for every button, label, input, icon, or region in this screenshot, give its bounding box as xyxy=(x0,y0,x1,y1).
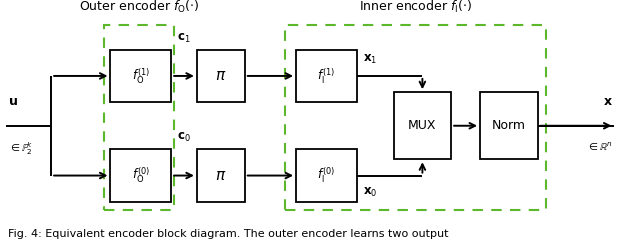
Bar xyxy=(296,50,357,102)
Text: $f_\mathrm{I}^{(1)}$: $f_\mathrm{I}^{(1)}$ xyxy=(317,66,335,86)
Bar xyxy=(296,149,357,202)
Bar xyxy=(285,25,546,210)
Text: $\pi$: $\pi$ xyxy=(215,68,227,83)
Text: $\mathbf{c}_0$: $\mathbf{c}_0$ xyxy=(177,131,191,144)
Bar xyxy=(394,92,451,159)
Text: Norm: Norm xyxy=(492,119,526,132)
Text: $\mathbf{x}$: $\mathbf{x}$ xyxy=(604,95,613,108)
Bar xyxy=(104,25,174,210)
Text: MUX: MUX xyxy=(408,119,436,132)
Bar xyxy=(197,149,245,202)
Text: $f_\mathrm{O}^{(0)}$: $f_\mathrm{O}^{(0)}$ xyxy=(132,166,150,185)
Text: $\mathbf{x}_1$: $\mathbf{x}_1$ xyxy=(364,53,378,66)
Text: $f_\mathrm{O}^{(1)}$: $f_\mathrm{O}^{(1)}$ xyxy=(132,66,150,86)
Text: $\in \mathbb{F}_2^k$: $\in \mathbb{F}_2^k$ xyxy=(8,141,32,157)
Text: $\in \mathbb{R}^n$: $\in \mathbb{R}^n$ xyxy=(586,141,613,153)
Text: $\pi$: $\pi$ xyxy=(215,168,227,183)
Bar xyxy=(110,149,172,202)
Text: $\mathbf{u}$: $\mathbf{u}$ xyxy=(8,95,17,108)
Bar xyxy=(110,50,172,102)
Bar xyxy=(197,50,245,102)
Text: $f_\mathrm{I}^{(0)}$: $f_\mathrm{I}^{(0)}$ xyxy=(317,166,335,185)
Bar xyxy=(480,92,538,159)
Text: Fig. 4: Equivalent encoder block diagram. The outer encoder learns two output: Fig. 4: Equivalent encoder block diagram… xyxy=(8,229,448,239)
Text: $\mathbf{x}_0$: $\mathbf{x}_0$ xyxy=(364,186,378,199)
Text: Inner encoder $f_\mathrm{I}(\cdot)$: Inner encoder $f_\mathrm{I}(\cdot)$ xyxy=(359,0,472,15)
Text: Outer encoder $f_\mathrm{O}(\cdot)$: Outer encoder $f_\mathrm{O}(\cdot)$ xyxy=(79,0,199,15)
Text: $\mathbf{c}_1$: $\mathbf{c}_1$ xyxy=(177,32,191,45)
